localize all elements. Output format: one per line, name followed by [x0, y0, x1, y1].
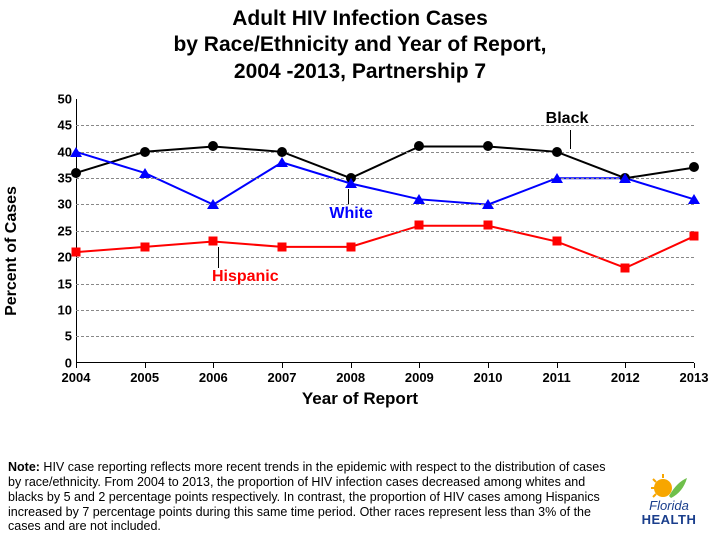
series-marker-white: [139, 168, 151, 178]
x-tick-label: 2011: [543, 370, 571, 385]
gridline: [76, 336, 694, 337]
y-tick-label: 50: [46, 91, 72, 106]
florida-health-logo: Florida HEALTH: [628, 474, 710, 528]
series-marker-white: [345, 178, 357, 188]
series-marker-hispanic: [209, 237, 218, 246]
x-tick-mark: [76, 363, 77, 368]
series-marker-hispanic: [278, 242, 287, 251]
y-tick-label: 0: [46, 355, 72, 370]
series-marker-white: [482, 199, 494, 209]
series-marker-hispanic: [140, 242, 149, 251]
chart: Percent of Cases 05101520253035404550200…: [20, 91, 700, 411]
series-marker-black: [689, 162, 699, 172]
y-tick-label: 5: [46, 329, 72, 344]
y-tick-label: 45: [46, 118, 72, 133]
series-marker-white: [413, 194, 425, 204]
x-tick-label: 2006: [199, 370, 228, 385]
x-tick-mark: [625, 363, 626, 368]
x-tick-label: 2007: [268, 370, 297, 385]
y-tick-label: 10: [46, 302, 72, 317]
series-label-white: White: [329, 205, 373, 223]
series-marker-white: [619, 173, 631, 183]
gridline: [76, 310, 694, 311]
y-axis-label: Percent of Cases: [3, 186, 21, 316]
x-tick-label: 2013: [680, 370, 709, 385]
callout-line-black: [570, 130, 571, 148]
series-marker-black: [71, 168, 81, 178]
series-marker-black: [552, 147, 562, 157]
x-tick-label: 2009: [405, 370, 434, 385]
series-marker-hispanic: [552, 237, 561, 246]
series-marker-hispanic: [484, 221, 493, 230]
gridline: [76, 204, 694, 205]
title-line-1: Adult HIV Infection Cases: [40, 6, 680, 32]
series-marker-black: [277, 147, 287, 157]
x-tick-mark: [145, 363, 146, 368]
series-marker-hispanic: [621, 263, 630, 272]
series-label-black: Black: [546, 110, 589, 128]
x-tick-mark: [351, 363, 352, 368]
y-tick-label: 15: [46, 276, 72, 291]
logo-icon: [649, 474, 689, 500]
gridline: [76, 178, 694, 179]
note-body: HIV case reporting reflects more recent …: [8, 460, 606, 533]
x-tick-label: 2012: [611, 370, 640, 385]
x-tick-label: 2005: [130, 370, 159, 385]
series-marker-white: [207, 199, 219, 209]
gridline: [76, 257, 694, 258]
y-tick-label: 25: [46, 223, 72, 238]
callout-line-hispanic: [218, 247, 219, 268]
series-marker-hispanic: [346, 242, 355, 251]
chart-title: Adult HIV Infection Cases by Race/Ethnic…: [0, 0, 720, 87]
gridline: [76, 284, 694, 285]
x-tick-label: 2010: [474, 370, 503, 385]
x-tick-mark: [488, 363, 489, 368]
y-tick-label: 20: [46, 250, 72, 265]
x-axis-label: Year of Report: [302, 389, 418, 409]
title-line-3: 2004 -2013, Partnership 7: [40, 59, 680, 85]
series-line-hispanic: [76, 225, 694, 267]
y-tick-label: 30: [46, 197, 72, 212]
series-marker-white: [551, 173, 563, 183]
series-marker-white: [688, 194, 700, 204]
x-tick-mark: [419, 363, 420, 368]
series-marker-black: [483, 141, 493, 151]
y-tick-label: 35: [46, 170, 72, 185]
x-tick-label: 2008: [336, 370, 365, 385]
series-marker-black: [140, 147, 150, 157]
x-tick-label: 2004: [62, 370, 91, 385]
x-tick-mark: [282, 363, 283, 368]
x-tick-mark: [694, 363, 695, 368]
callout-line-white: [348, 189, 349, 205]
title-line-2: by Race/Ethnicity and Year of Report,: [40, 32, 680, 58]
note-prefix: Note:: [8, 460, 40, 474]
series-marker-hispanic: [415, 221, 424, 230]
series-marker-white: [276, 157, 288, 167]
series-marker-hispanic: [72, 247, 81, 256]
logo-text-1: Florida: [628, 500, 710, 512]
gridline: [76, 152, 694, 153]
series-marker-black: [208, 141, 218, 151]
footnote: Note: HIV case reporting reflects more r…: [8, 460, 610, 534]
series-marker-white: [70, 147, 82, 157]
logo-text-2: HEALTH: [628, 512, 710, 527]
plot-area: 0510152025303540455020042005200620072008…: [76, 99, 694, 363]
series-marker-hispanic: [690, 232, 699, 241]
x-tick-mark: [557, 363, 558, 368]
series-label-hispanic: Hispanic: [212, 268, 279, 286]
y-tick-label: 40: [46, 144, 72, 159]
series-marker-black: [414, 141, 424, 151]
gridline: [76, 125, 694, 126]
gridline: [76, 231, 694, 232]
x-tick-mark: [213, 363, 214, 368]
